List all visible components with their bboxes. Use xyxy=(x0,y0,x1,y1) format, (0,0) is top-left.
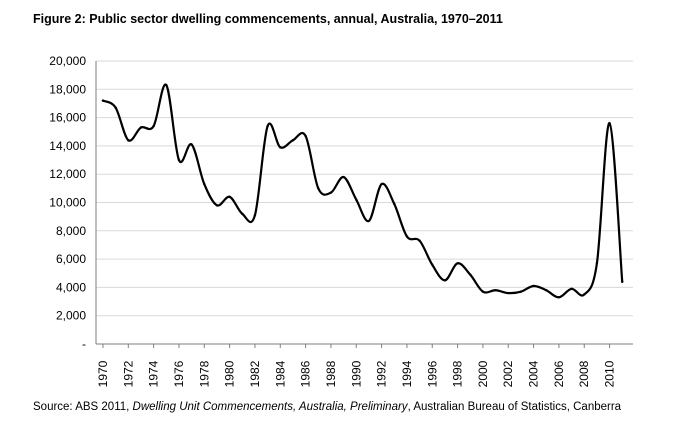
y-tick-labels: - 2,000 4,000 6,000 8,000 10,000 12,000 14,000 1… xyxy=(49,54,86,351)
x-tick-label: 1984 xyxy=(273,360,287,387)
y-tick-label: 10,000 xyxy=(49,196,86,210)
data-point-1977 xyxy=(190,143,193,146)
x-tick-label: 1980 xyxy=(223,360,237,387)
data-points xyxy=(101,83,624,299)
y-tick-label: 14,000 xyxy=(49,139,86,153)
data-point-1980 xyxy=(228,195,231,199)
x-tick-labels: 1970 1972 1974 1976 1978 1980 1982 1984 1986 1988… xyxy=(96,344,617,387)
y-tick-label: 12,000 xyxy=(49,167,86,181)
data-point-1997 xyxy=(443,279,447,282)
data-point-1989 xyxy=(342,175,345,179)
series-line xyxy=(101,83,624,299)
x-tick-label: 1992 xyxy=(375,360,389,387)
source-publication: Dwelling Unit Commencements, Australia, … xyxy=(132,401,408,413)
data-point-1981 xyxy=(241,212,244,216)
data-point-2004 xyxy=(532,284,535,288)
data-point-1976 xyxy=(177,158,181,162)
data-point-1999 xyxy=(469,273,472,276)
data-point-1995 xyxy=(418,239,421,242)
x-tick-label: 1988 xyxy=(324,360,338,387)
data-point-1996 xyxy=(431,263,434,266)
x-tick-label: 2000 xyxy=(476,360,490,387)
data-point-2010 xyxy=(608,122,611,125)
data-point-2011 xyxy=(621,280,624,283)
data-point-1991 xyxy=(367,219,371,223)
y-tick-label: 20,000 xyxy=(49,54,86,68)
x-tick-label: 1996 xyxy=(425,360,439,387)
x-tick-label: 2008 xyxy=(577,360,591,387)
chart-title: Figure 2: Public sector dwelling commenc… xyxy=(33,12,503,26)
data-point-1987 xyxy=(317,187,320,190)
data-point-1983 xyxy=(266,124,269,128)
data-point-1982 xyxy=(253,214,257,217)
data-point-2000 xyxy=(481,290,485,293)
source-prefix: Source: ABS 2011, xyxy=(33,401,133,413)
x-tick-label: 2010 xyxy=(603,360,617,387)
source-suffix: , Australian Bureau of Statistics, Canbe… xyxy=(407,401,622,413)
x-tick-label: 1986 xyxy=(299,360,313,387)
y-tick-label: - xyxy=(82,337,86,351)
x-tick-label: 1998 xyxy=(451,360,465,387)
data-point-1988 xyxy=(329,191,333,194)
x-tick-label: 1976 xyxy=(172,360,186,387)
data-point-1973 xyxy=(139,126,143,129)
data-point-2001 xyxy=(494,289,497,292)
data-point-1978 xyxy=(203,182,206,186)
y-tick-label: 4,000 xyxy=(56,280,86,294)
data-point-1971 xyxy=(114,106,117,109)
data-point-1990 xyxy=(355,198,358,201)
data-point-2009 xyxy=(595,262,599,265)
source-note: Source: ABS 2011, Dwelling Unit Commence… xyxy=(33,401,621,413)
data-point-1994 xyxy=(405,235,409,238)
data-point-2003 xyxy=(519,290,523,293)
data-point-2006 xyxy=(557,296,561,299)
data-point-2005 xyxy=(545,289,548,292)
data-point-1998 xyxy=(456,262,459,265)
x-tick-label: 1970 xyxy=(96,360,110,387)
x-tick-label: 1994 xyxy=(400,360,414,387)
y-tick-label: 6,000 xyxy=(56,252,86,266)
y-tick-label: 16,000 xyxy=(49,111,86,125)
y-tick-label: 18,000 xyxy=(49,82,86,96)
x-tick-label: 1982 xyxy=(248,360,262,387)
data-point-1975 xyxy=(165,83,168,87)
data-point-1986 xyxy=(304,134,307,138)
axes xyxy=(95,61,633,345)
x-tick-label: 1974 xyxy=(147,360,161,387)
y-tick-label: 8,000 xyxy=(56,224,86,238)
gridlines xyxy=(96,60,633,317)
data-point-1974 xyxy=(152,124,155,128)
y-tick-label: 2,000 xyxy=(56,309,86,323)
data-point-1985 xyxy=(291,139,295,142)
data-point-1970 xyxy=(101,99,105,102)
x-tick-label: 2006 xyxy=(552,360,566,387)
data-point-1984 xyxy=(279,146,282,149)
data-point-1979 xyxy=(215,204,219,207)
x-tick-label: 2004 xyxy=(527,360,541,387)
data-point-2007 xyxy=(570,287,573,291)
x-tick-label: 1972 xyxy=(121,360,135,387)
data-point-1972 xyxy=(127,139,130,142)
data-point-1993 xyxy=(393,202,396,206)
data-point-2002 xyxy=(507,291,510,295)
data-point-1992 xyxy=(380,182,383,186)
x-tick-label: 1990 xyxy=(349,360,363,387)
x-tick-label: 2002 xyxy=(501,360,515,387)
x-tick-label: 1978 xyxy=(197,360,211,387)
data-point-2008 xyxy=(583,293,586,296)
